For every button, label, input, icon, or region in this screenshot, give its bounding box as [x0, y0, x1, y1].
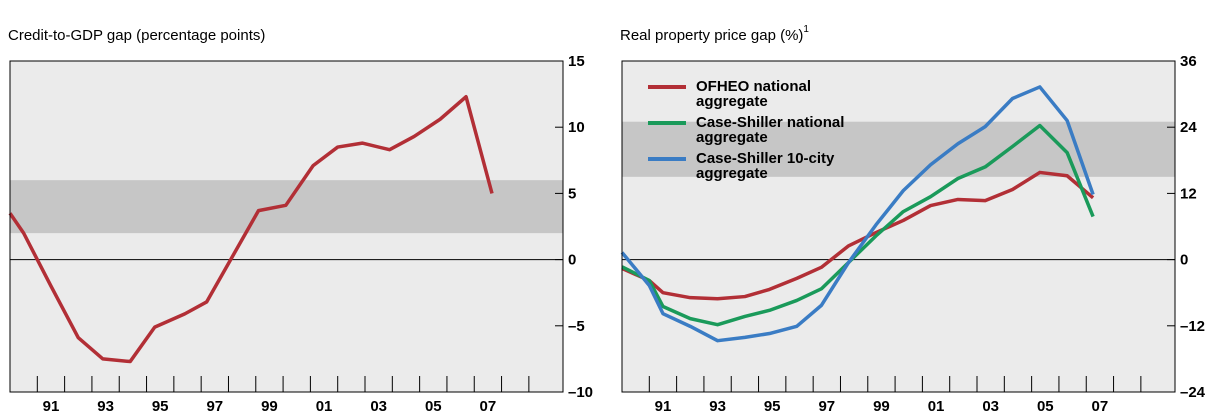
x-tick-label: 91	[655, 398, 672, 415]
legend: OFHEO national aggregate Case-Shiller nat…	[648, 79, 876, 187]
series-line	[620, 85, 1095, 343]
title-text: Credit-to-GDP gap (percentage points)	[8, 27, 265, 44]
y-tick-label: –10	[568, 384, 593, 401]
legend-label: Case-Shiller 10-city aggregate	[696, 150, 835, 182]
y-tick-label: 5	[568, 185, 576, 202]
legend-swatch	[648, 85, 686, 89]
x-tick-label: 97	[818, 398, 835, 415]
chart-title: Real property price gap (%)1	[620, 24, 809, 44]
y-tick-label: –12	[1180, 318, 1205, 335]
title-text: Real property price gap (%)	[620, 27, 803, 44]
legend-item: OFHEO national aggregate	[648, 79, 876, 109]
x-tick-label: 99	[261, 398, 278, 415]
legend-swatch	[648, 157, 686, 161]
legend-item: Case-Shiller 10-city aggregate	[648, 151, 876, 181]
y-tick-label: 24	[1180, 119, 1197, 136]
x-tick-label: 05	[425, 398, 442, 415]
x-tick-label: 01	[928, 398, 945, 415]
x-tick-label: 97	[206, 398, 223, 415]
series-line	[8, 94, 494, 364]
x-tick-label: 03	[370, 398, 387, 415]
legend-label: OFHEO national aggregate	[696, 78, 812, 110]
y-tick-label: 36	[1180, 53, 1197, 70]
plot-frame	[621, 60, 1176, 393]
y-tick-label: 12	[1180, 185, 1197, 202]
x-tick-label: 93	[709, 398, 726, 415]
plot-frame	[9, 60, 564, 393]
series-line	[621, 170, 1095, 301]
x-tick-label: 03	[982, 398, 999, 415]
chart-title: Credit-to-GDP gap (percentage points)	[8, 27, 265, 44]
x-tick-label: 93	[97, 398, 114, 415]
plot-background	[622, 61, 1175, 392]
x-tick-label: 95	[152, 398, 169, 415]
legend-label: Case-Shiller national aggregate	[696, 114, 845, 146]
y-tick-label: –24	[1180, 384, 1206, 401]
x-tick-label: 01	[316, 398, 333, 415]
y-tick-label: 0	[568, 252, 576, 269]
y-tick-label: –5	[568, 318, 585, 335]
legend-item: Case-Shiller national aggregate	[648, 115, 876, 145]
x-tick-label: 99	[873, 398, 890, 415]
x-tick-label: 05	[1037, 398, 1054, 415]
x-tick-label: 95	[764, 398, 781, 415]
legend-swatch	[648, 121, 686, 125]
y-tick-label: 15	[568, 53, 585, 70]
x-tick-label: 07	[1092, 398, 1109, 415]
x-tick-label: 07	[480, 398, 497, 415]
y-tick-label: 10	[568, 119, 585, 136]
x-tick-label: 91	[43, 398, 60, 415]
footnote-mark: 1	[803, 24, 809, 35]
y-tick-label: 0	[1180, 252, 1188, 269]
